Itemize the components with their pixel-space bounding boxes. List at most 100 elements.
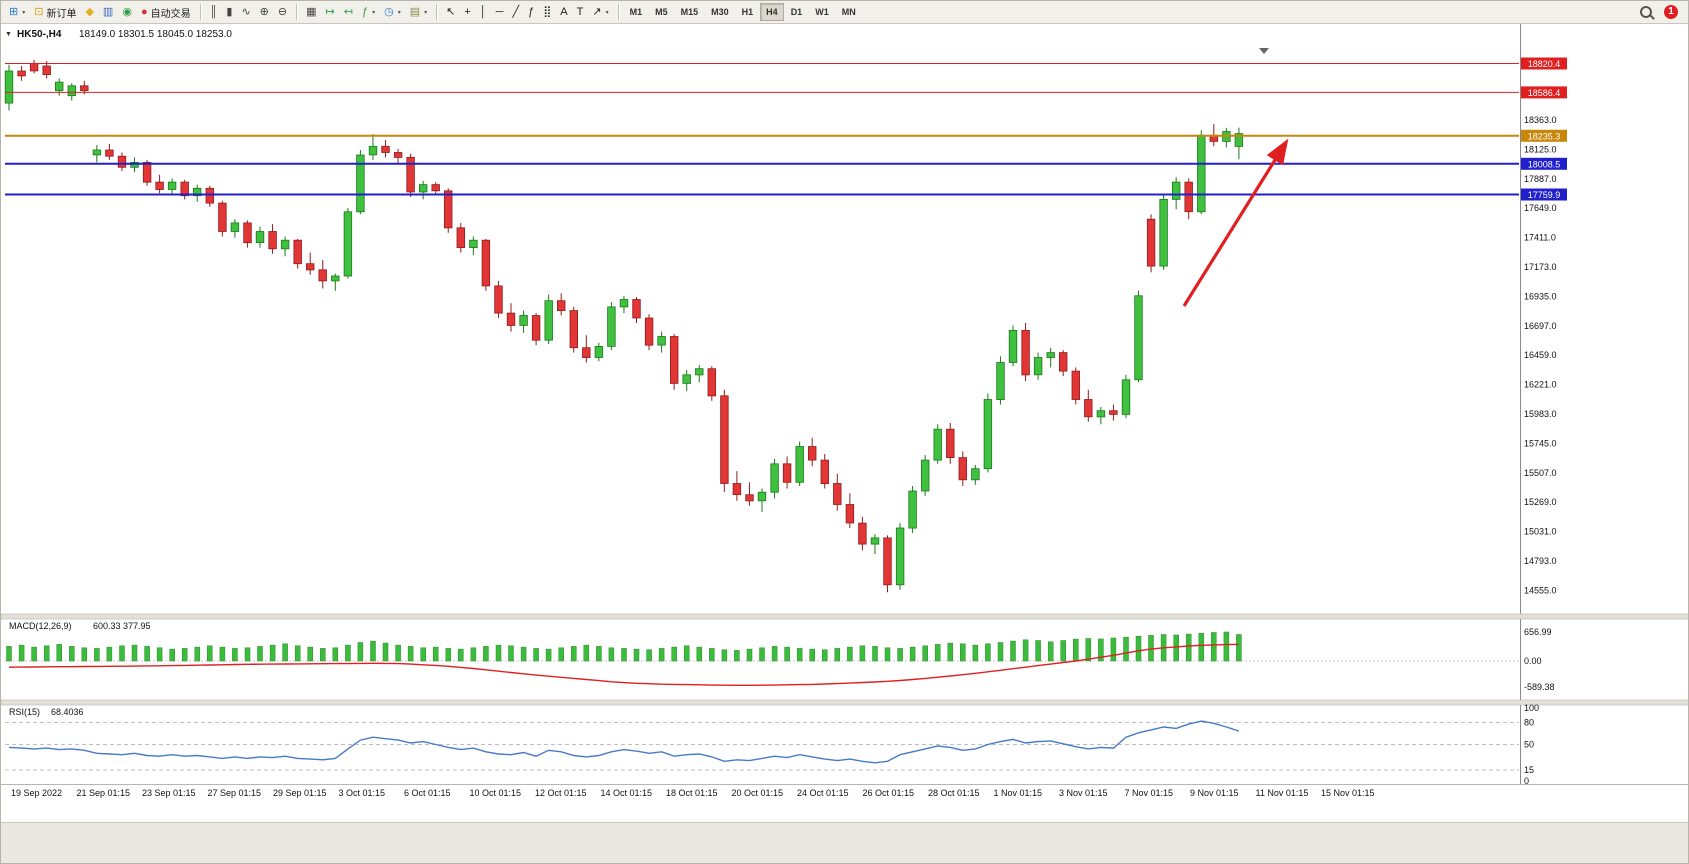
timeframe-d1-button[interactable]: D1	[785, 3, 809, 21]
macd-histogram-bar	[257, 646, 263, 662]
panel-divider[interactable]	[1, 613, 1689, 620]
macd-histogram-bar	[683, 645, 690, 662]
candle	[983, 399, 993, 470]
arrows-tool-button[interactable]: ↗ ▾	[588, 3, 612, 21]
timeframe-m15-button[interactable]: M15	[675, 3, 705, 21]
macd-histogram-bar	[922, 645, 928, 662]
macd-histogram-bar	[1047, 641, 1054, 662]
panel-divider[interactable]	[1, 699, 1689, 706]
zoom-out-button[interactable]: ⊖	[274, 3, 291, 21]
timeframe-h1-button[interactable]: H1	[736, 3, 760, 21]
chart-collapse-toggle[interactable]: ▼	[5, 31, 12, 38]
price-tick-label: 15507.0	[1524, 468, 1557, 478]
macd-histogram-bar	[508, 645, 514, 662]
templates-button[interactable]: ▤ ▾	[406, 3, 431, 21]
auto-scroll-button[interactable]: ↦	[322, 3, 339, 21]
macd-histogram-bar	[69, 646, 75, 662]
text-label-button[interactable]: T	[573, 3, 588, 21]
macd-histogram-bar	[56, 644, 62, 662]
candle	[670, 336, 679, 384]
autotrading-label: 自动交易	[150, 8, 191, 20]
macd-histogram-bar	[370, 640, 376, 662]
candle	[695, 368, 704, 376]
macd-histogram-bar	[219, 646, 226, 662]
new-order-button[interactable]: ⊡ 新订单	[30, 3, 80, 21]
text-button[interactable]: A	[556, 3, 571, 21]
macd-histogram-bar	[420, 647, 426, 662]
trendline-button[interactable]: ╱	[508, 3, 523, 21]
macd-histogram-bar	[232, 648, 238, 662]
macd-histogram-bar	[671, 646, 677, 662]
candle	[594, 345, 604, 358]
candle	[406, 156, 415, 193]
vertical-line-button[interactable]: │	[476, 3, 491, 21]
timeframe-m30-button[interactable]: M30	[705, 3, 735, 21]
macd-histogram-bar	[1035, 640, 1041, 662]
candle	[569, 310, 578, 349]
text-icon: A	[560, 5, 568, 18]
candle	[557, 300, 566, 312]
timeframe-h4-button[interactable]: H4	[760, 3, 784, 21]
candle	[971, 468, 980, 481]
macd-histogram-bar	[395, 644, 401, 662]
navigator-button[interactable]: ◉	[118, 3, 136, 21]
candle	[494, 285, 503, 314]
candle	[1159, 198, 1168, 267]
zoom-in-button[interactable]: ⊕	[256, 3, 273, 21]
candle	[293, 239, 302, 265]
candle	[958, 457, 967, 481]
candle	[1059, 352, 1068, 372]
fibonacci-icon: ƒ	[528, 5, 535, 18]
time-axis-label: 24 Oct 01:15	[797, 788, 849, 798]
chart-line-button[interactable]: ∿	[237, 3, 254, 21]
time-axis-label: 14 Oct 01:15	[601, 788, 653, 798]
time-axis-label: 29 Sep 01:15	[273, 788, 327, 798]
trend-arrow-object[interactable]	[1182, 138, 1289, 307]
cursor-button[interactable]: ↖	[442, 3, 459, 21]
tile-windows-icon: ▦	[306, 5, 317, 18]
market-watch-button[interactable]: ▥	[99, 3, 117, 21]
candle	[29, 63, 39, 72]
candle	[42, 65, 51, 76]
chart-shift-button[interactable]: ↤	[340, 3, 357, 21]
candle	[682, 374, 691, 384]
crosshair-button[interactable]: +	[460, 3, 474, 21]
timeframe-m5-button[interactable]: M5	[649, 3, 674, 21]
chart-shift-icon: ↤	[343, 5, 353, 18]
macd-histogram-bar	[859, 645, 866, 662]
new-chart-button[interactable]: ⊞ ▾	[5, 3, 29, 21]
chart-candles-button[interactable]: ▮	[222, 3, 236, 21]
candle	[1033, 357, 1043, 376]
tile-windows-button[interactable]: ▦	[302, 3, 320, 21]
fibonacci-button[interactable]: ƒ	[524, 3, 538, 21]
candle	[1096, 410, 1106, 418]
metaeditor-button[interactable]: ◆	[81, 3, 97, 21]
candle	[1046, 352, 1055, 358]
periods-button[interactable]: ◷ ▾	[380, 3, 405, 21]
candle	[757, 491, 767, 502]
candle	[1197, 134, 1206, 213]
candle	[519, 315, 528, 326]
chart-bars-button[interactable]: ║	[206, 3, 222, 21]
horizontal-line-button[interactable]: ─	[492, 3, 508, 21]
indicators-button[interactable]: ƒ ▾	[358, 3, 379, 21]
chart-title-ohlc: 18149.0 18301.5 18045.0 18253.0	[79, 29, 232, 40]
timeframe-w1-button[interactable]: W1	[809, 3, 835, 21]
timeframe-mn-button[interactable]: MN	[836, 3, 862, 21]
candle	[92, 149, 102, 156]
candle	[1134, 295, 1143, 381]
new-chart-icon: ⊞	[9, 5, 19, 18]
macd-histogram-bar	[796, 648, 803, 662]
price-tick-label: 16221.0	[1524, 380, 1557, 390]
macd-histogram-bar	[1185, 633, 1192, 662]
notification-badge[interactable]: 1	[1664, 5, 1678, 19]
shapes-grid-button[interactable]: ⣿	[539, 3, 555, 21]
timeframe-m1-button[interactable]: M1	[624, 3, 649, 21]
dropdown-arrow-icon: ▾	[397, 9, 401, 16]
autotrading-button[interactable]: ● 自动交易	[137, 3, 195, 21]
chart-canvas[interactable]: ▼ HK50-,H4 18149.0 18301.5 18045.0 18253…	[1, 24, 1689, 822]
search-button[interactable]	[1636, 3, 1656, 21]
price-tick-label: 15745.0	[1524, 438, 1557, 448]
candle	[1084, 399, 1093, 418]
rsi-line	[8, 720, 1240, 764]
